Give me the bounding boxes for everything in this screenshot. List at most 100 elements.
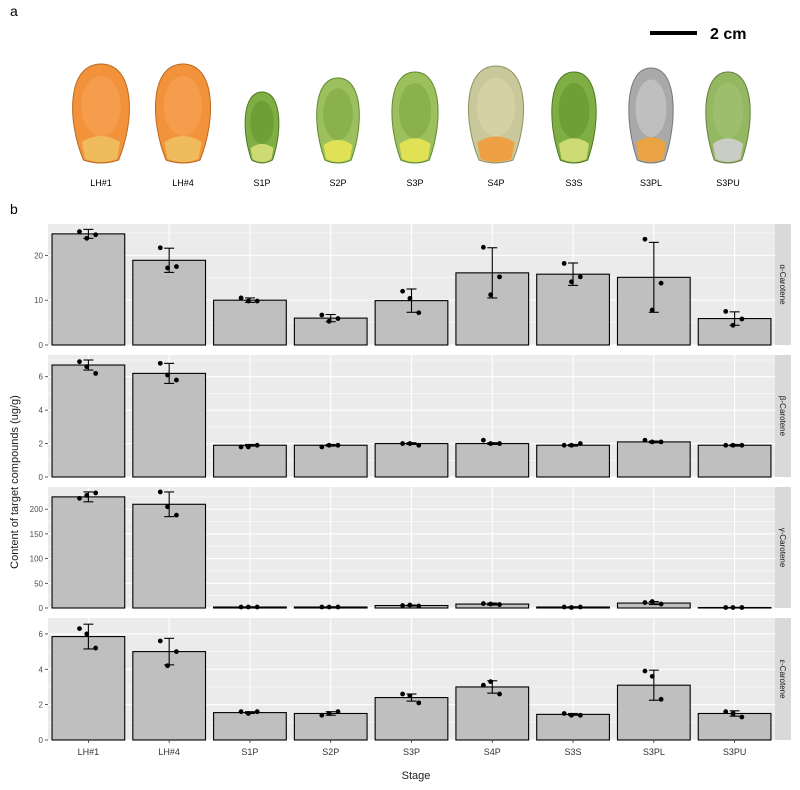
data-point bbox=[658, 439, 664, 445]
photo-label: S3S bbox=[565, 178, 582, 188]
data-point bbox=[254, 604, 260, 610]
bar bbox=[374, 697, 449, 741]
facet-strip bbox=[775, 618, 791, 740]
bar bbox=[616, 441, 691, 478]
data-point bbox=[561, 604, 567, 610]
photo-label: S2P bbox=[329, 178, 346, 188]
orange-kernel-icon bbox=[72, 63, 130, 164]
bar bbox=[132, 503, 207, 609]
data-point bbox=[84, 235, 90, 241]
data-point bbox=[407, 602, 413, 608]
data-point bbox=[658, 696, 664, 702]
data-point bbox=[642, 437, 648, 443]
green-grey-kernel-icon bbox=[705, 71, 751, 164]
data-point bbox=[77, 229, 82, 235]
data-point bbox=[93, 490, 99, 496]
facet-panel: 0 2 4 6 β-Carotene bbox=[39, 355, 791, 482]
data-point bbox=[77, 495, 82, 501]
data-point bbox=[77, 359, 82, 365]
facet-panel: 0 50 100 150 200 γ-Carotene bbox=[30, 487, 791, 613]
data-point bbox=[165, 372, 170, 378]
bar bbox=[213, 299, 287, 346]
data-point bbox=[488, 601, 494, 607]
data-point bbox=[739, 316, 745, 322]
facet-strip-label: β-Carotene bbox=[778, 396, 787, 437]
bar bbox=[536, 713, 610, 741]
bar bbox=[213, 444, 287, 478]
data-point bbox=[174, 512, 179, 518]
data-point bbox=[723, 709, 729, 715]
data-point bbox=[93, 645, 99, 651]
bar bbox=[697, 444, 772, 478]
y-tick-label: 2 bbox=[39, 440, 44, 449]
bar bbox=[455, 686, 530, 741]
data-point bbox=[77, 626, 82, 632]
data-point bbox=[407, 295, 413, 301]
bar bbox=[697, 712, 772, 741]
data-point bbox=[577, 712, 583, 718]
bar bbox=[51, 636, 126, 741]
data-point bbox=[561, 442, 567, 448]
green-kernel-icon bbox=[244, 91, 280, 164]
error-bar bbox=[487, 247, 498, 299]
data-point bbox=[569, 712, 574, 718]
bar bbox=[293, 712, 368, 741]
data-point bbox=[407, 693, 413, 699]
y-tick-label: 150 bbox=[30, 530, 44, 539]
y-tick-label: 0 bbox=[39, 473, 44, 482]
data-point bbox=[642, 668, 648, 674]
y-tick-label: 0 bbox=[39, 736, 44, 745]
data-point bbox=[254, 709, 260, 715]
photo-label: S4P bbox=[487, 178, 504, 188]
data-point bbox=[335, 709, 341, 715]
data-point bbox=[238, 444, 244, 450]
bar bbox=[51, 364, 126, 478]
data-point bbox=[238, 604, 244, 610]
photo-label: S3PL bbox=[640, 178, 662, 188]
data-point bbox=[238, 709, 244, 715]
y-tick-label: 100 bbox=[30, 555, 44, 564]
data-point bbox=[319, 712, 325, 718]
facet-strip bbox=[775, 355, 791, 477]
bar bbox=[536, 444, 610, 478]
data-point bbox=[730, 442, 736, 448]
kernel-photo-row: LH#1 LH#4 S1P S2P S3P S4P S3S S3PL S3PU bbox=[72, 63, 751, 188]
data-point bbox=[730, 711, 736, 716]
y-tick-label: 200 bbox=[30, 505, 44, 514]
data-point bbox=[335, 604, 341, 610]
panel-a-label: a bbox=[10, 3, 18, 19]
data-point bbox=[174, 264, 179, 269]
error-bar bbox=[406, 288, 417, 313]
x-tick-label: S3PL bbox=[643, 747, 665, 757]
data-point bbox=[400, 603, 406, 608]
grey-orange-kernel-icon bbox=[628, 67, 674, 164]
data-point bbox=[497, 602, 502, 607]
facet-strip-label: ε-Carotene bbox=[778, 659, 787, 699]
bar bbox=[132, 259, 207, 346]
data-point bbox=[488, 292, 494, 298]
error-bar bbox=[83, 623, 94, 650]
data-point bbox=[238, 295, 244, 301]
photo-label: LH#1 bbox=[90, 178, 112, 188]
data-point bbox=[157, 360, 163, 366]
data-point bbox=[335, 316, 341, 321]
data-point bbox=[165, 504, 170, 510]
error-bar bbox=[164, 491, 175, 518]
photo-label: S1P bbox=[253, 178, 270, 188]
data-point bbox=[93, 232, 99, 238]
data-point bbox=[569, 279, 574, 285]
data-point bbox=[174, 377, 179, 383]
panel-b-label: b bbox=[10, 201, 18, 217]
facet-strip bbox=[775, 487, 791, 608]
y-tick-label: 4 bbox=[39, 406, 44, 415]
data-point bbox=[407, 441, 413, 446]
facet-panel: 0 10 20 α-Carotene bbox=[34, 224, 791, 350]
data-point bbox=[93, 370, 99, 376]
data-point bbox=[569, 442, 574, 448]
data-point bbox=[488, 441, 494, 446]
data-point bbox=[319, 444, 325, 450]
data-point bbox=[400, 441, 406, 446]
data-point bbox=[649, 439, 655, 445]
x-tick-label: S3S bbox=[565, 747, 582, 757]
data-point bbox=[326, 442, 332, 448]
